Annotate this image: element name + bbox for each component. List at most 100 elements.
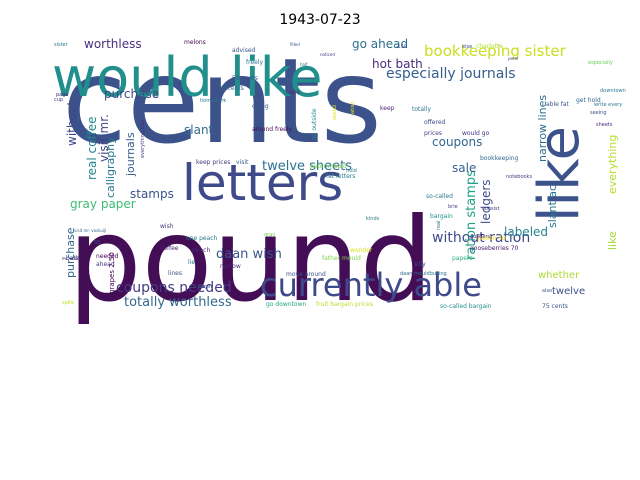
word: visit mr. voskuijl — [74, 228, 106, 233]
word: sheets — [596, 122, 613, 128]
word: wonder — [350, 247, 373, 254]
word: needed — [96, 253, 119, 260]
word: freely — [246, 59, 263, 66]
word: cup — [54, 97, 63, 103]
word: useful — [332, 105, 338, 120]
word: slant — [184, 123, 214, 137]
word: visit mr. — [97, 114, 111, 162]
word: especially — [588, 60, 613, 66]
word: get hold — [576, 97, 601, 104]
word: lines — [168, 270, 182, 277]
word: cake — [286, 89, 300, 96]
word: peach 50 — [478, 235, 506, 242]
word: guilders — [470, 234, 490, 240]
word: currently able — [260, 266, 482, 304]
word: bargain — [430, 213, 453, 220]
word: especially journals — [386, 66, 516, 82]
word: real — [436, 221, 442, 230]
word: filled — [290, 42, 300, 47]
word: coffee — [160, 245, 179, 252]
word: twelve sheets — [262, 159, 352, 174]
word: ration — [350, 101, 356, 116]
word: go outside — [311, 108, 318, 140]
word: ration stamps — [464, 170, 479, 260]
word: noticed — [320, 52, 335, 57]
word: hold — [346, 168, 357, 174]
word: pound — [68, 193, 433, 328]
word: brie — [448, 204, 458, 210]
word: ledgers — [479, 179, 493, 224]
word: fruit bargain prices — [316, 301, 373, 308]
word: able fat — [546, 101, 570, 108]
word: papers — [452, 255, 473, 262]
word: daan mouldbuking — [400, 271, 447, 277]
word: wish — [160, 223, 174, 230]
word: would go — [462, 130, 490, 137]
word: slant ac — [546, 185, 559, 228]
word: whether — [538, 270, 580, 281]
word: notebooks — [506, 174, 532, 180]
word: father mould — [322, 255, 361, 262]
word: labeled — [504, 225, 548, 239]
word: keep prices — [196, 159, 230, 166]
word: charlotte — [476, 43, 503, 50]
word: also — [542, 288, 552, 294]
word: coupons needed — [116, 280, 232, 296]
word: homework — [200, 98, 226, 104]
chart-title: 1943-07-23 — [279, 12, 361, 28]
word: prices — [424, 130, 442, 137]
word: ahead — [96, 261, 115, 268]
word: 50 — [94, 240, 100, 246]
word: without ration — [432, 230, 530, 246]
word: totally — [412, 106, 431, 113]
word: begin — [198, 284, 212, 290]
word: purchase — [104, 87, 159, 101]
word: peach — [192, 247, 210, 254]
word: purchase — [64, 227, 77, 278]
word: would like — [52, 46, 322, 109]
word: so-called — [426, 193, 453, 200]
word: sister — [54, 42, 69, 48]
word: gooseberries 70 — [470, 245, 519, 252]
word: silly — [414, 261, 426, 268]
word: one peach — [186, 235, 218, 242]
word: fat letters — [326, 173, 355, 180]
word: calligraphy — [104, 137, 117, 198]
word: offered — [424, 119, 446, 126]
word: so-called bargain — [440, 303, 492, 310]
word: lie — [188, 259, 195, 266]
word: like — [606, 231, 619, 250]
word: visit — [236, 159, 249, 166]
word: page — [56, 92, 69, 98]
word: write every — [594, 102, 622, 108]
word: 50 cents — [232, 75, 258, 82]
word: downtown — [600, 88, 626, 94]
word: half — [300, 62, 308, 67]
word: 2.50 — [396, 44, 407, 50]
word: kinds — [366, 216, 380, 222]
word: move around — [286, 271, 326, 278]
word: gray paper — [70, 197, 136, 211]
word: coupons — [432, 135, 482, 149]
word: narrow — [220, 263, 241, 270]
word: bookkeeping — [480, 155, 519, 162]
word: around freely — [252, 126, 293, 133]
word: cents — [62, 32, 382, 170]
word: totally worthless — [124, 295, 232, 310]
word: dying — [252, 103, 269, 110]
word: bath — [66, 255, 80, 262]
word: sale — [452, 161, 476, 175]
word: twelve — [552, 286, 585, 297]
word: grapes 2.50 — [108, 252, 116, 294]
word: go ahead — [352, 37, 408, 51]
word: worthless — [84, 37, 142, 51]
word: else — [462, 44, 472, 50]
word: hot bath — [372, 57, 423, 71]
word: everything — [606, 135, 619, 194]
word: without — [65, 101, 79, 146]
word: gray — [264, 232, 275, 238]
word: bookkeeping sister — [424, 42, 567, 60]
word: daan wish — [216, 247, 282, 262]
word: go downtown — [266, 301, 307, 308]
word: like — [527, 126, 592, 222]
